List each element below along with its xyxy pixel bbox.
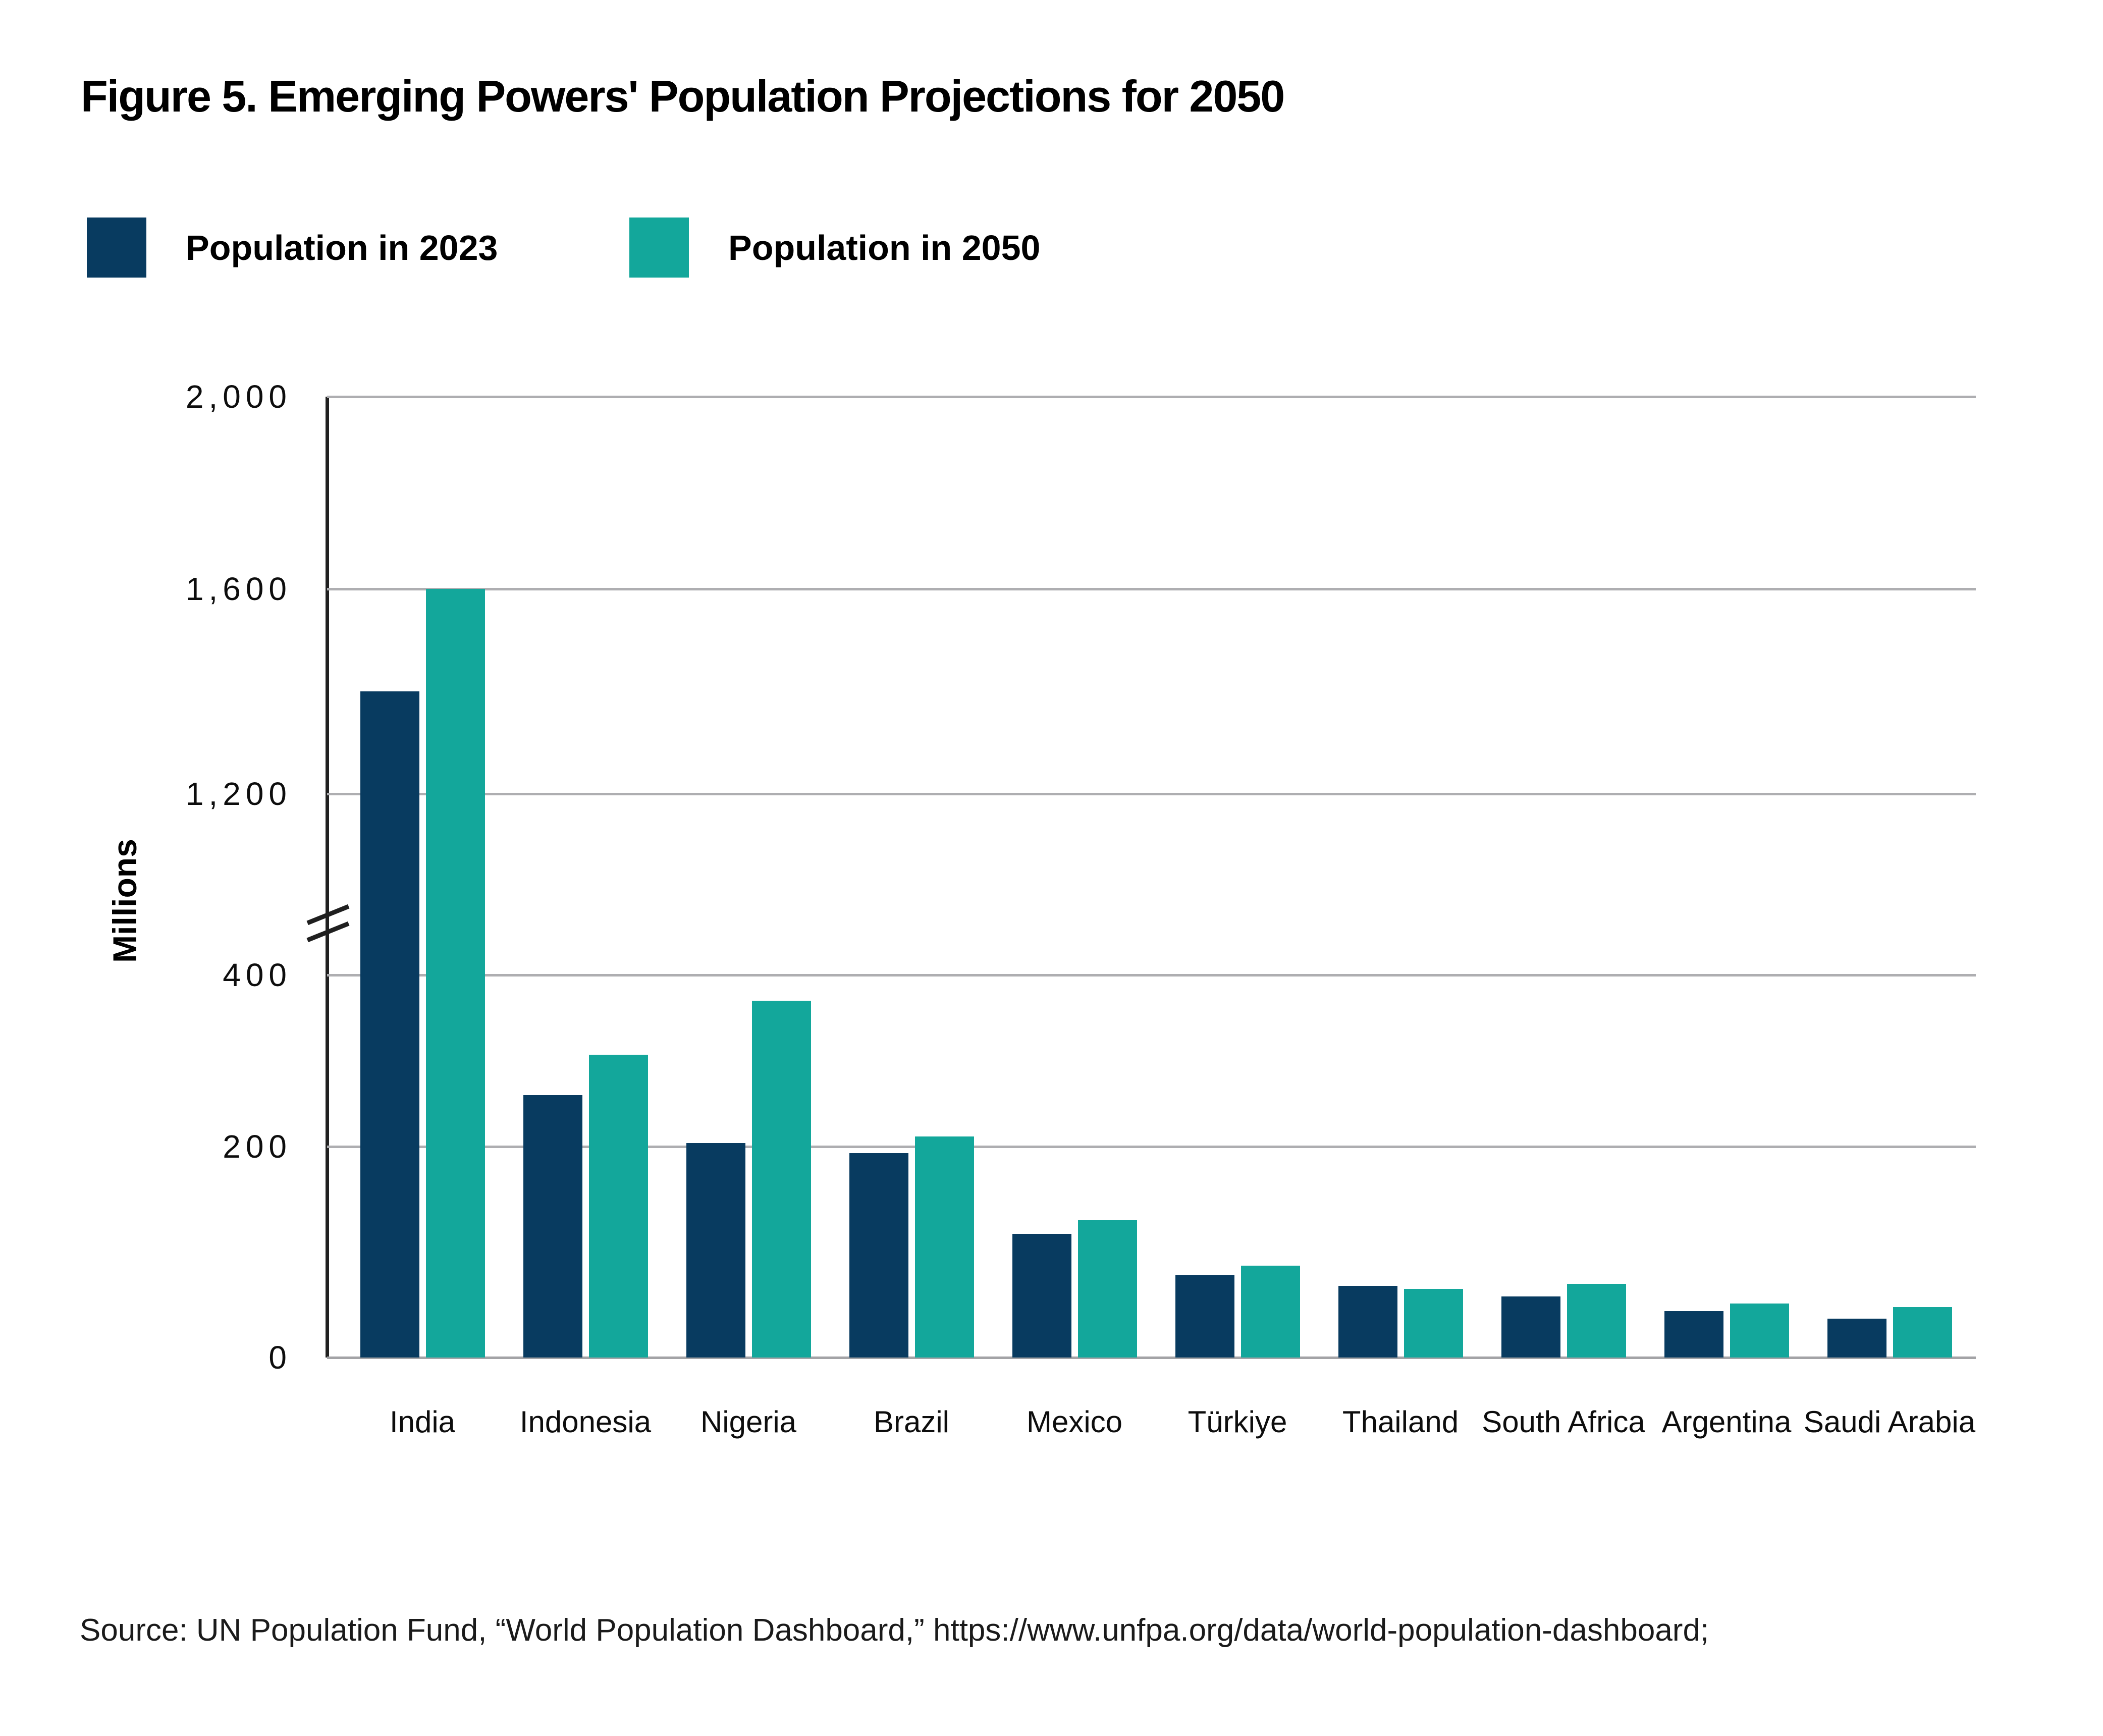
bar-mexico-2050 — [1078, 1220, 1137, 1358]
bar-nigeria-2050 — [752, 1001, 811, 1358]
y-tick-label-400: 400 — [223, 957, 292, 993]
figure-title: Figure 5. Emerging Powers' Population Pr… — [81, 71, 1285, 121]
legend-label-2023: Population in 2023 — [186, 228, 498, 267]
x-label-nigeria: Nigeria — [700, 1405, 797, 1439]
legend-item-2050: Population in 2050 — [629, 218, 1040, 278]
gridline-200 — [327, 1146, 1976, 1148]
bar-thailand-2050 — [1404, 1289, 1463, 1358]
gridline-400 — [327, 974, 1976, 976]
gridline-1600 — [327, 588, 1976, 590]
x-label-thailand: Thailand — [1342, 1405, 1459, 1439]
x-label-india: India — [389, 1405, 456, 1439]
y-tick-label-2000: 2,000 — [185, 378, 292, 415]
bar-thailand-2023 — [1338, 1286, 1397, 1358]
x-label-indonesia: Indonesia — [519, 1405, 652, 1439]
y-tick-label-1600: 1,600 — [185, 571, 292, 607]
bar-nigeria-2023 — [686, 1143, 745, 1358]
x-label-south-africa: South Africa — [1482, 1405, 1645, 1439]
x-axis-baseline — [327, 1357, 1976, 1359]
y-axis-line — [326, 397, 329, 1358]
source-line-1: Source: UN Population Fund, “World Popul… — [80, 1613, 1709, 1648]
x-label-mexico: Mexico — [1026, 1405, 1123, 1439]
bar-brazil-2050 — [915, 1136, 974, 1358]
x-label-argentina: Argentina — [1661, 1405, 1792, 1439]
y-tick-label-200: 200 — [223, 1128, 292, 1165]
bar-türkiye-2023 — [1175, 1275, 1234, 1358]
bar-saudi-arabia-2023 — [1827, 1319, 1886, 1358]
bar-indonesia-2023 — [523, 1095, 582, 1358]
x-label-brazil: Brazil — [873, 1405, 950, 1439]
bar-brazil-2023 — [849, 1153, 908, 1358]
y-tick-label-0: 0 — [268, 1339, 292, 1376]
bar-south-africa-2050 — [1567, 1284, 1626, 1358]
gridline-2000 — [327, 396, 1976, 398]
bar-south-africa-2023 — [1501, 1296, 1560, 1358]
source-note: Source: UN Population Fund, “World Popul… — [80, 1508, 1709, 1736]
gridline-1200 — [327, 793, 1976, 795]
legend-item-2023: Population in 2023 — [87, 218, 498, 278]
bar-saudi-arabia-2050 — [1893, 1307, 1952, 1358]
bar-türkiye-2050 — [1241, 1266, 1300, 1358]
legend-swatch-2050 — [629, 218, 689, 278]
bar-india-2050 — [426, 589, 485, 1358]
bar-indonesia-2050 — [589, 1055, 648, 1358]
bar-mexico-2023 — [1012, 1234, 1071, 1358]
legend-swatch-2023 — [87, 218, 146, 278]
bar-argentina-2023 — [1664, 1311, 1723, 1358]
x-label-saudi-arabia: Saudi Arabia — [1803, 1405, 1976, 1439]
legend-label-2050: Population in 2050 — [728, 228, 1041, 267]
y-tick-label-1200: 1,200 — [185, 776, 292, 812]
bar-india-2023 — [360, 691, 419, 1358]
x-label-türkiye: Türkiye — [1188, 1405, 1287, 1439]
bar-argentina-2050 — [1730, 1304, 1789, 1358]
